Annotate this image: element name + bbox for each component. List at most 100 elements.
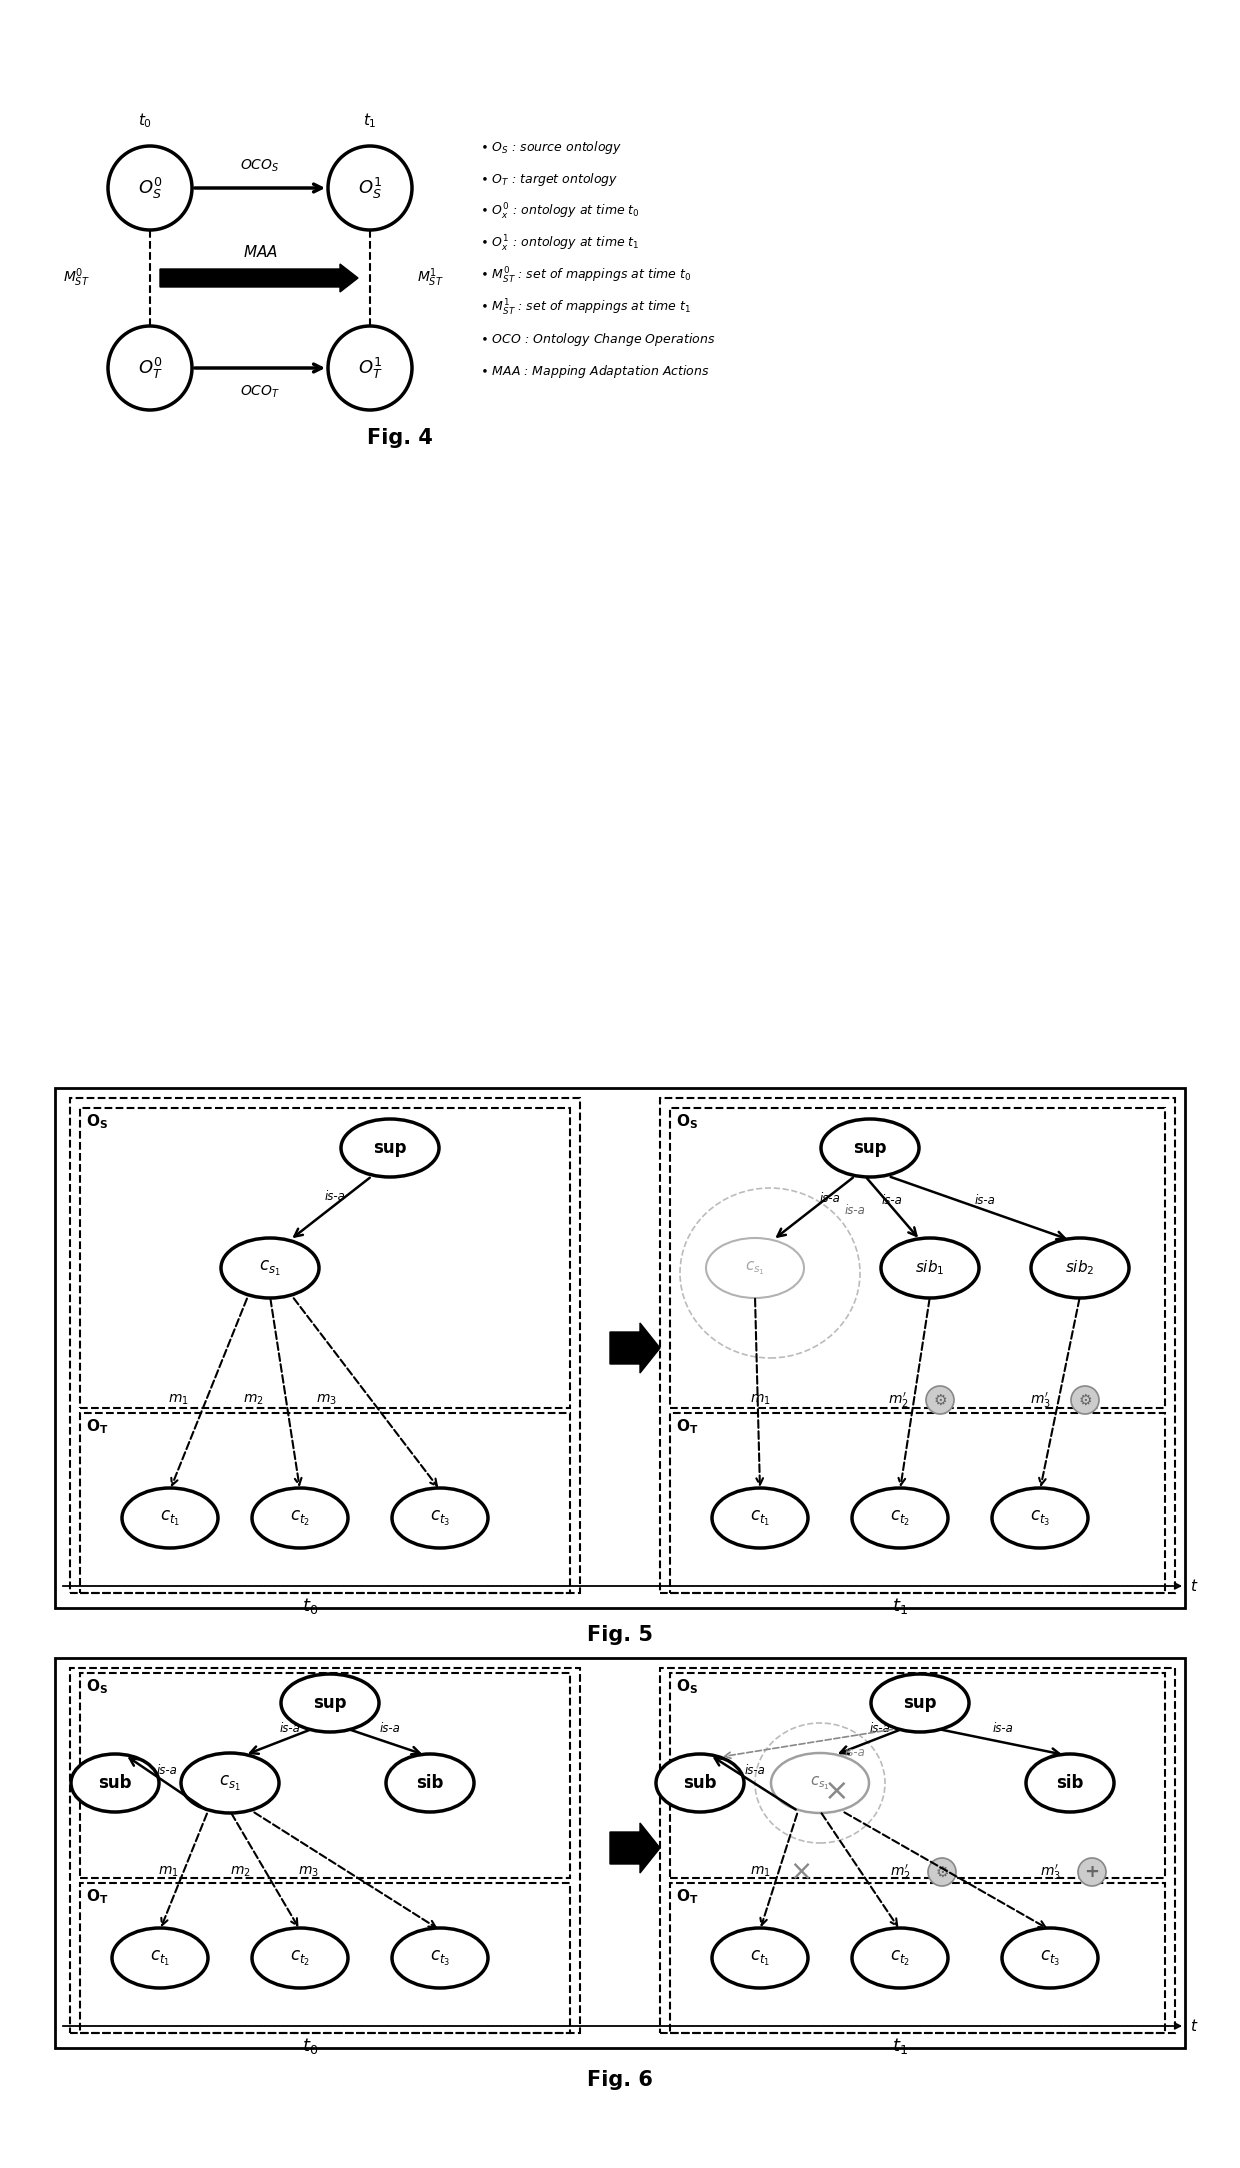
Text: $OCO_T$: $OCO_T$ — [239, 384, 280, 401]
Text: $m_2'$: $m_2'$ — [889, 1862, 910, 1882]
Text: ⚙: ⚙ — [934, 1392, 947, 1407]
Text: Fig. 6: Fig. 6 — [587, 2070, 653, 2090]
Text: $MAA$: $MAA$ — [243, 245, 278, 260]
Bar — [81, 1884, 570, 2034]
Text: $c_{t_1}$: $c_{t_1}$ — [150, 1949, 170, 1969]
Text: $c_{t_3}$: $c_{t_3}$ — [430, 1949, 450, 1969]
Text: $t$: $t$ — [1190, 1578, 1198, 1593]
Text: +: + — [1085, 1862, 1100, 1882]
Text: $c_{s_1}$: $c_{s_1}$ — [219, 1773, 241, 1793]
Text: sup: sup — [373, 1138, 407, 1158]
Text: Fig. 5: Fig. 5 — [587, 1626, 653, 1646]
Text: $c_{s_1}$: $c_{s_1}$ — [810, 1773, 830, 1791]
Bar — [670, 1674, 1166, 1877]
Text: $O_S^0$: $O_S^0$ — [138, 176, 162, 202]
Text: $\mathbf{O_S}$: $\mathbf{O_S}$ — [86, 1112, 108, 1132]
Ellipse shape — [71, 1754, 159, 1812]
Text: $M_{ST}^0$: $M_{ST}^0$ — [63, 267, 91, 288]
Text: $\bullet$ $O_x^0$ : ontology at time $t_0$: $\bullet$ $O_x^0$ : ontology at time $t_… — [480, 202, 640, 221]
Bar — [670, 1108, 1166, 1407]
Text: $t_0$: $t_0$ — [301, 1596, 319, 1615]
Text: $\mathbf{O_S}$: $\mathbf{O_S}$ — [676, 1112, 698, 1132]
Text: $\bullet$ $O_S$ : source ontology: $\bullet$ $O_S$ : source ontology — [480, 139, 622, 156]
Text: is-a: is-a — [379, 1721, 401, 1734]
Text: $\bullet$ $OCO$ : Ontology Change Operations: $\bullet$ $OCO$ : Ontology Change Operat… — [480, 332, 715, 349]
Circle shape — [1078, 1858, 1106, 1886]
Text: is-a: is-a — [279, 1721, 300, 1734]
Circle shape — [329, 325, 412, 410]
Text: $t_0$: $t_0$ — [301, 2036, 319, 2055]
Text: $t$: $t$ — [1190, 2018, 1198, 2034]
Text: $m_1$: $m_1$ — [157, 1864, 179, 1880]
Text: is-a: is-a — [744, 1765, 765, 1778]
Ellipse shape — [992, 1487, 1087, 1548]
Text: $c_{t_1}$: $c_{t_1}$ — [750, 1949, 770, 1969]
Text: sup: sup — [853, 1138, 887, 1158]
Ellipse shape — [880, 1238, 980, 1299]
Ellipse shape — [392, 1927, 489, 1988]
Text: $c_{t_2}$: $c_{t_2}$ — [890, 1949, 910, 1969]
Ellipse shape — [821, 1119, 919, 1177]
Text: $\mathbf{O_T}$: $\mathbf{O_T}$ — [676, 1418, 698, 1435]
Bar — [81, 1414, 570, 1593]
Text: $sib_1$: $sib_1$ — [915, 1260, 945, 1277]
Text: $c_{t_3}$: $c_{t_3}$ — [1040, 1949, 1060, 1969]
Text: is-a: is-a — [882, 1195, 903, 1208]
Bar — [69, 1097, 580, 1593]
Text: $c_{t_3}$: $c_{t_3}$ — [430, 1509, 450, 1528]
Ellipse shape — [852, 1927, 949, 1988]
Text: $c_{t_2}$: $c_{t_2}$ — [290, 1949, 310, 1969]
Text: is-a: is-a — [844, 1203, 866, 1216]
Ellipse shape — [221, 1238, 319, 1299]
Text: $t_0$: $t_0$ — [138, 111, 153, 130]
Text: $O_S^1$: $O_S^1$ — [358, 176, 382, 202]
Text: $m_2'$: $m_2'$ — [888, 1390, 909, 1409]
Text: Fig. 4: Fig. 4 — [367, 427, 433, 449]
Bar — [81, 1674, 570, 1877]
Text: is-a: is-a — [992, 1724, 1013, 1737]
Text: $c_{s_1}$: $c_{s_1}$ — [259, 1257, 280, 1277]
Text: $m_2$: $m_2$ — [243, 1392, 263, 1407]
Text: $c_{t_3}$: $c_{t_3}$ — [1030, 1509, 1050, 1528]
Text: $\bullet$ $O_T$ : target ontology: $\bullet$ $O_T$ : target ontology — [480, 171, 619, 189]
Text: $c_{t_2}$: $c_{t_2}$ — [890, 1509, 910, 1528]
Text: $\mathbf{O_S}$: $\mathbf{O_S}$ — [86, 1678, 108, 1695]
Ellipse shape — [181, 1754, 279, 1812]
Text: sub: sub — [98, 1773, 131, 1793]
Circle shape — [1071, 1385, 1099, 1414]
Text: is-a: is-a — [157, 1765, 177, 1778]
Ellipse shape — [341, 1119, 439, 1177]
Text: $\bullet$ $O_x^1$ : ontology at time $t_1$: $\bullet$ $O_x^1$ : ontology at time $t_… — [480, 234, 640, 254]
Ellipse shape — [392, 1487, 489, 1548]
Text: $m_3$: $m_3$ — [315, 1392, 336, 1407]
Circle shape — [108, 145, 192, 230]
Bar — [660, 1667, 1176, 2034]
Text: $\times$: $\times$ — [790, 1858, 811, 1886]
Text: sib: sib — [1056, 1773, 1084, 1793]
Circle shape — [928, 1858, 956, 1886]
Text: $t_1$: $t_1$ — [363, 111, 377, 130]
Ellipse shape — [706, 1238, 804, 1299]
Text: $\bullet$ $MAA$ : Mapping Adaptation Actions: $\bullet$ $MAA$ : Mapping Adaptation Act… — [480, 364, 709, 382]
Text: is-a: is-a — [869, 1724, 890, 1737]
Text: $\mathbf{O_T}$: $\mathbf{O_T}$ — [86, 1418, 108, 1435]
Text: is-a: is-a — [975, 1195, 996, 1208]
Bar — [670, 1414, 1166, 1593]
Text: $m_1$: $m_1$ — [167, 1392, 188, 1407]
Ellipse shape — [386, 1754, 474, 1812]
Ellipse shape — [771, 1754, 869, 1812]
Text: $m_1$: $m_1$ — [750, 1864, 770, 1880]
Text: $\bullet$ $M_{ST}^0$ : set of mappings at time $t_0$: $\bullet$ $M_{ST}^0$ : set of mappings a… — [480, 267, 691, 286]
Bar — [81, 1108, 570, 1407]
Bar — [69, 1667, 580, 2034]
Ellipse shape — [656, 1754, 744, 1812]
Ellipse shape — [712, 1927, 808, 1988]
Text: $m_3'$: $m_3'$ — [1039, 1862, 1060, 1882]
Circle shape — [926, 1385, 954, 1414]
Text: $c_{t_1}$: $c_{t_1}$ — [160, 1509, 180, 1528]
Text: $m_3$: $m_3$ — [298, 1864, 319, 1880]
Text: $\mathbf{O_T}$: $\mathbf{O_T}$ — [86, 1886, 108, 1906]
Text: sup: sup — [903, 1693, 936, 1713]
FancyArrow shape — [610, 1823, 660, 1873]
Ellipse shape — [112, 1927, 208, 1988]
